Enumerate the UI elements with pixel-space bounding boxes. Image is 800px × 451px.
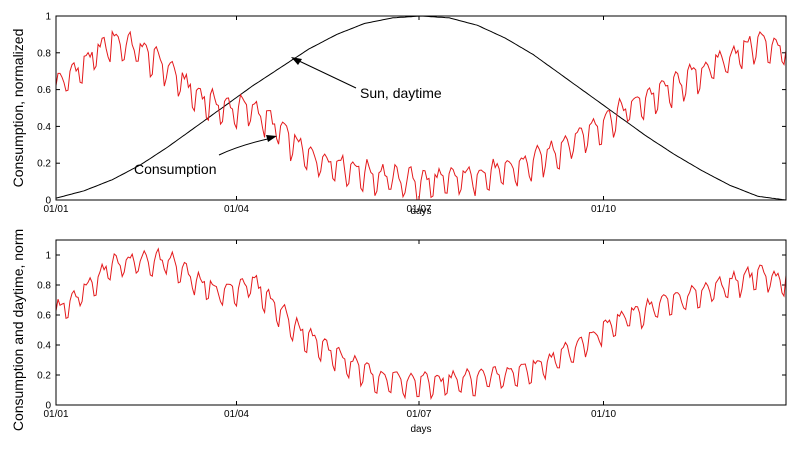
bottom-x-tick-label: 01/01 [43, 409, 68, 420]
bottom-y-tick-label: 0 [45, 401, 51, 412]
sun-annotation-label: Sun, daytime [360, 85, 442, 101]
top-x-tick-label: 01/07 [406, 204, 431, 215]
top-y-tick-label: 1 [45, 12, 51, 23]
top-y-tick-label: 0 [45, 196, 51, 207]
bottom-y-tick-label: 0.6 [37, 311, 51, 322]
bottom-x-tick-label: 01/07 [406, 409, 431, 420]
consumption-line [55, 29, 787, 201]
top-y-tick-label: 0.6 [37, 85, 51, 96]
bottom-y-axis-label: Consumption and daytime, norm [10, 229, 26, 431]
bottom-y-tick-label: 1 [45, 251, 51, 262]
consumption-annotation-label: Consumption [134, 161, 217, 177]
bottom-x-tick-label: 01/04 [224, 409, 249, 420]
bottom-y-tick-label: 0.8 [37, 281, 51, 292]
bottom-x-axis-label: days [410, 424, 431, 435]
top-y-tick-label: 0.2 [37, 159, 51, 170]
top-x-tick-label: 01/10 [591, 204, 616, 215]
bottom-x-tick-label: 01/10 [591, 409, 616, 420]
top-axes-box [55, 15, 787, 201]
bottom-y-tick-label: 0.4 [37, 341, 51, 352]
consumption-and-daytime-line [55, 247, 787, 401]
top-x-tick-label: 01/01 [43, 204, 68, 215]
top-y-tick-label: 0.8 [37, 48, 51, 59]
top-x-axis-label: days [410, 206, 431, 217]
consumption-annotation: Consumption [134, 135, 277, 177]
top-x-tick-label: 01/04 [224, 204, 249, 215]
top-y-axis-label: Consumption, normalized [10, 29, 26, 188]
bottom-y-tick-label: 0.2 [37, 371, 51, 382]
bottom-axes-box [55, 239, 787, 406]
sun-annotation: Sun, daytime [291, 57, 442, 101]
top-y-tick-label: 0.4 [37, 122, 51, 133]
